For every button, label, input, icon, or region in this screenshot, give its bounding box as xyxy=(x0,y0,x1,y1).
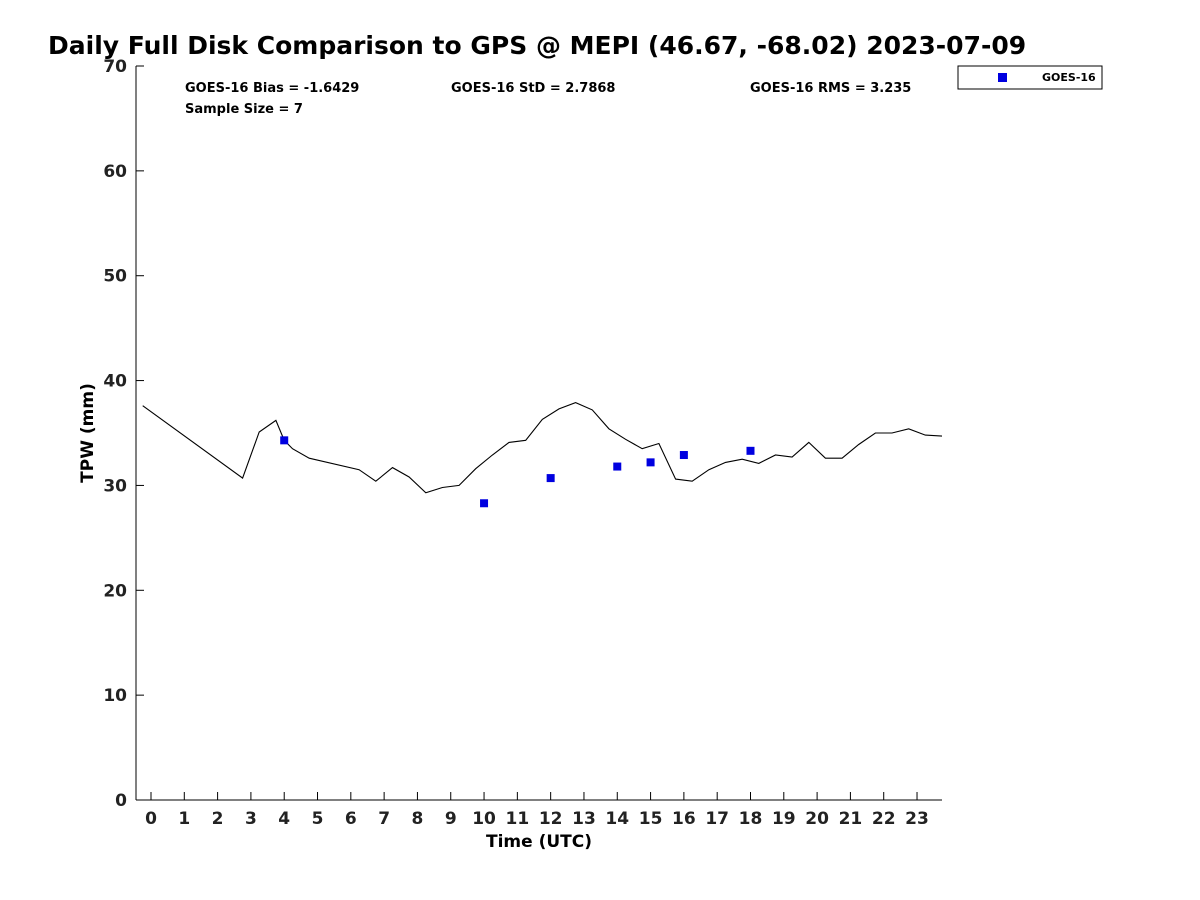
legend-label-goes16: GOES-16 xyxy=(1042,71,1096,84)
gps-tpw-line xyxy=(142,402,943,494)
goes16-point xyxy=(746,446,755,455)
x-tick-label: 18 xyxy=(739,809,763,829)
x-tick-label: 6 xyxy=(345,809,357,829)
goes16-point xyxy=(480,499,489,508)
y-tick-label: 30 xyxy=(103,476,127,496)
legend-box xyxy=(957,65,1103,90)
legend-marker-goes16 xyxy=(998,73,1007,82)
y-tick-label: 40 xyxy=(103,372,127,392)
y-axis-label: TPW (mm) xyxy=(78,383,98,483)
std-annotation: GOES-16 StD = 2.7868 xyxy=(451,81,615,96)
legend: GOES-16 xyxy=(957,65,1103,90)
rms-annotation: GOES-16 RMS = 3.235 xyxy=(750,81,911,96)
x-tick-label: 5 xyxy=(312,809,324,829)
x-tick-label: 2 xyxy=(212,809,224,829)
goes16-point xyxy=(546,474,555,483)
x-tick-label: 21 xyxy=(839,809,863,829)
x-tick-label: 16 xyxy=(672,809,696,829)
y-tick-label: 0 xyxy=(115,791,127,811)
x-tick-label: 11 xyxy=(506,809,530,829)
x-tick-label: 1 xyxy=(178,809,190,829)
y-tick-label: 10 xyxy=(103,686,127,706)
series-layer xyxy=(142,402,943,508)
x-tick-label: 7 xyxy=(378,809,390,829)
x-tick-label: 13 xyxy=(572,809,596,829)
axes xyxy=(135,66,942,801)
y-ticks: 0 10 20 30 40 50 60 70 xyxy=(103,57,144,811)
y-tick-label: 70 xyxy=(103,57,127,77)
x-axis-label: Time (UTC) xyxy=(486,832,592,852)
x-ticks: 0 1 2 3 4 5 6 7 8 9 10 11 12 13 14 15 16 17 18 19 20 21 22 23 xyxy=(145,792,929,829)
x-tick-label: 22 xyxy=(872,809,896,829)
y-tick-label: 20 xyxy=(103,581,127,601)
y-tick-label: 60 xyxy=(103,162,127,182)
goes16-point xyxy=(280,436,289,445)
x-tick-label: 23 xyxy=(905,809,929,829)
x-tick-label: 10 xyxy=(472,809,496,829)
goes16-point xyxy=(646,458,655,467)
goes16-point xyxy=(613,462,622,471)
x-tick-label: 20 xyxy=(805,809,829,829)
x-tick-label: 19 xyxy=(772,809,796,829)
x-tick-label: 0 xyxy=(145,809,157,829)
sample-size-annotation: Sample Size = 7 xyxy=(185,102,303,117)
y-tick-label: 50 xyxy=(103,267,127,287)
x-tick-label: 15 xyxy=(639,809,663,829)
x-tick-label: 14 xyxy=(605,809,629,829)
x-tick-label: 17 xyxy=(705,809,729,829)
chart-title: Daily Full Disk Comparison to GPS @ MEPI… xyxy=(48,31,1026,60)
x-tick-label: 3 xyxy=(245,809,257,829)
x-tick-label: 4 xyxy=(278,809,290,829)
x-tick-label: 8 xyxy=(412,809,424,829)
bias-annotation: GOES-16 Bias = -1.6429 xyxy=(185,81,359,96)
x-tick-label: 12 xyxy=(539,809,563,829)
x-tick-label: 9 xyxy=(445,809,457,829)
goes16-point xyxy=(679,451,688,460)
